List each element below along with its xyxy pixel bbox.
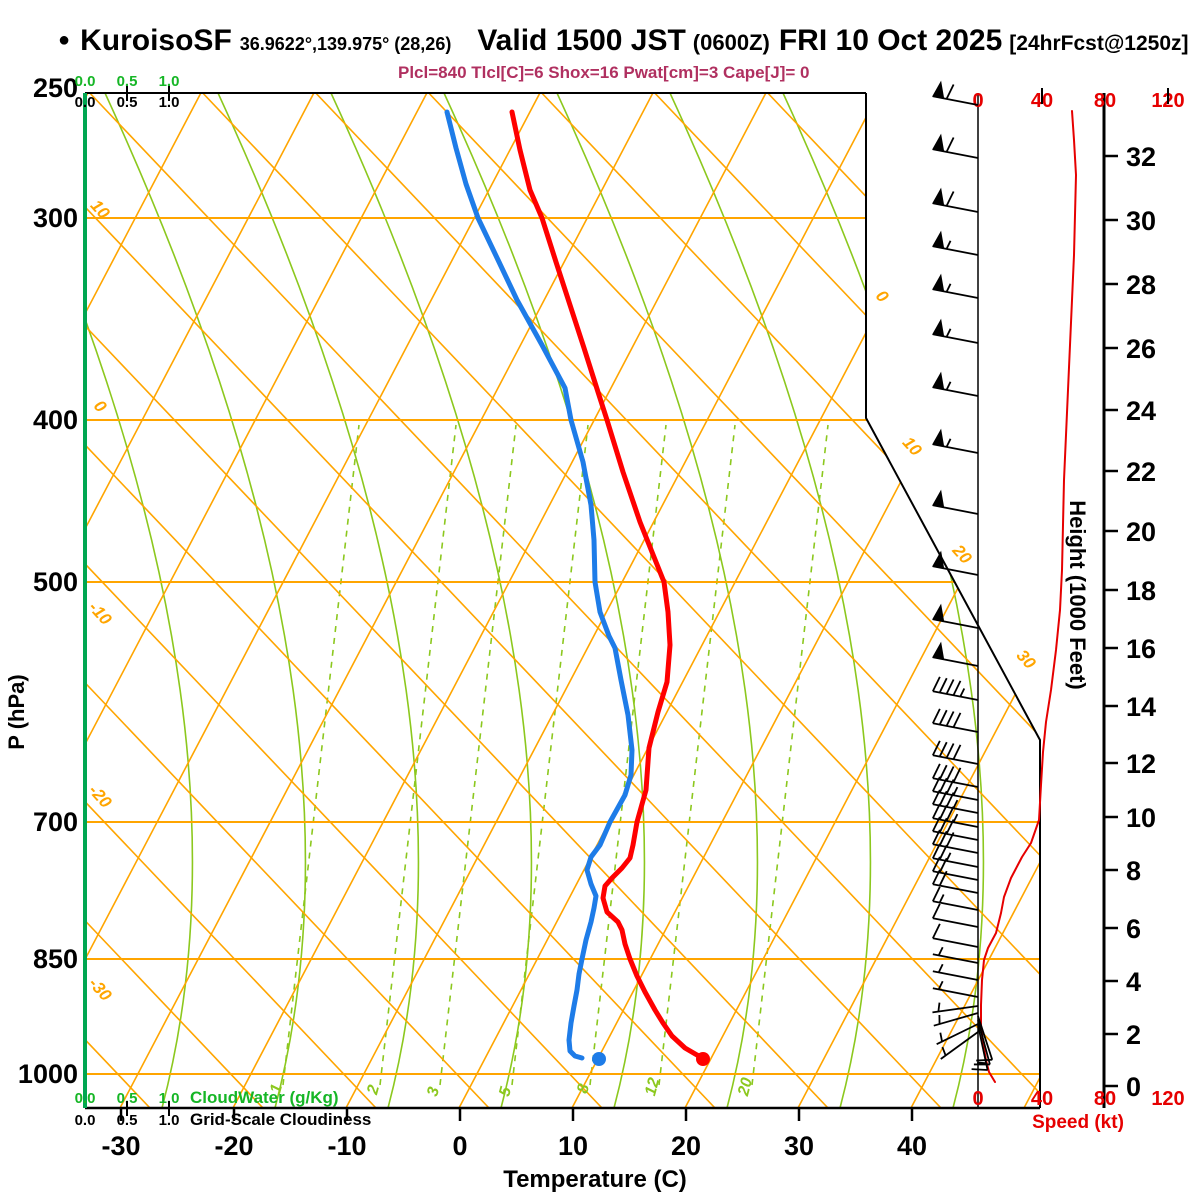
svg-text:0: 0: [1126, 1072, 1141, 1102]
surface-markers: [592, 1052, 710, 1066]
svg-text:16: 16: [1126, 634, 1156, 664]
svg-text:0: 0: [972, 90, 983, 112]
svg-text:2: 2: [364, 1083, 383, 1097]
svg-text:12: 12: [642, 1076, 663, 1098]
moist-adiabat-grid: [85, 93, 1040, 1108]
pressure-axis: 250 300 400 500 700 850 1000: [18, 73, 78, 1089]
svg-text:10: 10: [558, 1131, 588, 1161]
svg-text:20: 20: [948, 540, 976, 568]
cloudiness-scale-label: Grid-Scale Cloudiness: [190, 1110, 371, 1129]
valid-time: Valid 1500 JST: [477, 24, 686, 57]
svg-text:-10: -10: [85, 598, 116, 629]
svg-text:26: 26: [1126, 334, 1156, 364]
svg-text:1.0: 1.0: [159, 1112, 180, 1129]
cloud-scales: 0.0 0.0 0.0 0.0 0.5 0.5 0.5 0.5 1.0 1.0 1.0 1.0: [75, 73, 180, 1129]
svg-text:500: 500: [33, 567, 78, 597]
forecast-lead-badge: [24hrFcst@1250z]: [1009, 32, 1189, 55]
temp-axis-title: Temperature (C): [503, 1166, 687, 1193]
height-axis-title: Height (1000 Feet): [1065, 500, 1090, 690]
svg-text:30: 30: [1013, 646, 1040, 673]
svg-text:28: 28: [1126, 270, 1156, 300]
svg-text:2: 2: [1126, 1020, 1141, 1050]
cloudwater-scale-label: CloudWater (g/Kg): [190, 1088, 339, 1107]
svg-text:20: 20: [735, 1076, 756, 1099]
speed-axis-title: Speed (kt): [1032, 1112, 1124, 1133]
svg-text:8: 8: [1126, 856, 1141, 886]
svg-text:0: 0: [90, 396, 111, 416]
svg-text:-20: -20: [214, 1131, 253, 1161]
svg-text:6: 6: [1126, 914, 1141, 944]
svg-text:80: 80: [1094, 90, 1116, 112]
svg-text:4: 4: [1126, 967, 1141, 997]
svg-text:120: 120: [1151, 1088, 1184, 1110]
station-bullet-icon: ●: [58, 29, 71, 51]
svg-text:24: 24: [1126, 396, 1156, 426]
svg-text:10: 10: [899, 433, 926, 460]
svg-text:40: 40: [1031, 1088, 1053, 1110]
svg-text:0.0: 0.0: [75, 73, 96, 90]
svg-text:0.5: 0.5: [117, 94, 138, 111]
svg-text:300: 300: [33, 203, 78, 233]
svg-text:0.5: 0.5: [117, 1112, 138, 1129]
svg-text:1.0: 1.0: [159, 94, 180, 111]
windspeed-trace: [980, 110, 1077, 1083]
svg-text:30: 30: [784, 1131, 814, 1161]
svg-text:1.0: 1.0: [159, 1090, 180, 1107]
svg-text:14: 14: [1126, 692, 1156, 722]
svg-text:-10: -10: [327, 1131, 366, 1161]
temperature-trace: [509, 109, 706, 1061]
svg-text:10: 10: [87, 196, 114, 223]
svg-text:0.0: 0.0: [75, 94, 96, 111]
svg-text:12: 12: [1126, 749, 1156, 779]
svg-text:30: 30: [1126, 206, 1156, 236]
pressure-axis-title: P (hPa): [4, 674, 29, 749]
stability-indices-line: Plcl=840 Tlcl[C]=6 Shox=16 Pwat[cm]=3 Ca…: [398, 63, 810, 82]
dewpoint-trace: [444, 109, 635, 1061]
svg-text:1: 1: [267, 1082, 286, 1095]
svg-text:-30: -30: [101, 1131, 140, 1161]
plot-borders: [83, 92, 1106, 1110]
title-bar: ● KuroisoSF 36.9622°,139.975° (28,26) Va…: [58, 24, 1189, 58]
svg-text:22: 22: [1126, 457, 1156, 487]
svg-text:250: 250: [33, 73, 78, 103]
svg-text:700: 700: [33, 807, 78, 837]
svg-text:1000: 1000: [18, 1059, 78, 1089]
svg-text:0: 0: [452, 1131, 467, 1161]
svg-text:0.0: 0.0: [75, 1090, 96, 1107]
svg-text:0: 0: [972, 1088, 983, 1110]
svg-text:0.5: 0.5: [117, 73, 138, 90]
svg-text:0.0: 0.0: [75, 1112, 96, 1129]
svg-text:400: 400: [33, 405, 78, 435]
svg-text:32: 32: [1126, 142, 1156, 172]
station-coordinates: 36.9622°,139.975° (28,26): [239, 34, 452, 54]
svg-text:40: 40: [897, 1131, 927, 1161]
wind-barbs: [932, 80, 994, 1071]
svg-text:80: 80: [1094, 1088, 1116, 1110]
svg-text:-30: -30: [85, 974, 116, 1005]
svg-text:18: 18: [1126, 576, 1156, 606]
temperature-axis: -30 -20 -10 0 10 20 30 40: [101, 1108, 927, 1161]
svg-text:0.5: 0.5: [117, 1090, 138, 1107]
svg-text:3: 3: [424, 1085, 443, 1098]
svg-text:1.0: 1.0: [159, 73, 180, 90]
svg-text:20: 20: [671, 1131, 701, 1161]
svg-text:850: 850: [33, 944, 78, 974]
station-name: KuroisoSF: [80, 24, 232, 57]
svg-text:0: 0: [872, 286, 893, 306]
valid-time-utc: (0600Z): [692, 30, 770, 55]
svg-text:20: 20: [1126, 517, 1156, 547]
valid-date: FRI 10 Oct 2025: [778, 24, 1003, 57]
svg-text:8: 8: [574, 1082, 593, 1095]
svg-text:10: 10: [1126, 803, 1156, 833]
